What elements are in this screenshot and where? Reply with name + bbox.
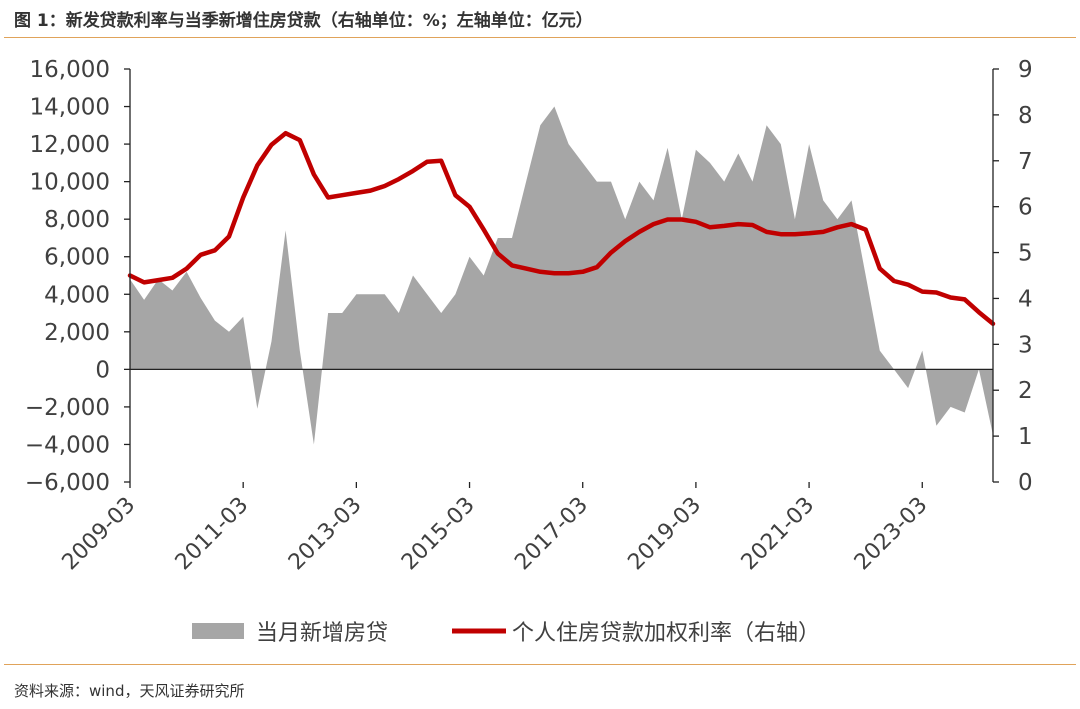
x-axis-tick-label: 2013-03 <box>284 493 367 576</box>
footer-divider <box>4 664 1076 665</box>
left-axis-tick-label: 8,000 <box>44 207 110 233</box>
line-layer <box>127 130 996 326</box>
area-series-new-mortgage <box>130 106 993 445</box>
source-note: 资料来源：wind，天风证券研究所 <box>14 682 245 700</box>
left-axis-tick-label: 14,000 <box>30 95 110 121</box>
right-axis-tick-label: 1 <box>1018 424 1033 450</box>
left-axis-tick-label: −4,000 <box>25 432 110 458</box>
legend-label-line: 个人住房贷款加权利率（右轴） <box>512 621 820 646</box>
left-axis-tick-label: 0 <box>95 357 110 383</box>
x-axis-tick-label: 2011-03 <box>171 493 254 576</box>
x-axis-tick-label: 2015-03 <box>397 493 480 576</box>
left-axis-tick-label: −2,000 <box>25 395 110 421</box>
legend-label-area: 当月新增房贷 <box>256 621 388 646</box>
x-axis-tick-label: 2023-03 <box>850 493 933 576</box>
left-axis-tick-label: 4,000 <box>44 282 110 308</box>
right-axis-tick-label: 3 <box>1018 332 1033 358</box>
left-axis-tick-label: 2,000 <box>44 320 110 346</box>
right-axis-tick-label: 4 <box>1018 286 1033 312</box>
left-axis-tick-label: −6,000 <box>25 470 110 496</box>
left-axis-tick-label: 12,000 <box>30 132 110 158</box>
left-axis-tick-label: 6,000 <box>44 245 110 271</box>
x-axis-tick-label: 2009-03 <box>58 493 141 576</box>
x-axis-tick-label: 2021-03 <box>737 493 820 576</box>
title-divider <box>4 37 1076 38</box>
area-layer <box>130 106 993 445</box>
right-axis-tick-label: 8 <box>1018 103 1033 129</box>
x-axis-tick-label: 2017-03 <box>510 493 593 576</box>
right-axis-tick-label: 2 <box>1018 378 1033 404</box>
line-series-mortgage-rate <box>127 130 996 326</box>
right-axis-tick-label: 0 <box>1018 470 1033 496</box>
legend: 当月新增房贷 个人住房贷款加权利率（右轴） <box>192 621 820 646</box>
left-axis-tick-label: 16,000 <box>30 57 110 83</box>
right-axis-tick-label: 6 <box>1018 195 1033 221</box>
right-axis-tick-label: 9 <box>1018 57 1033 83</box>
page-title: 图 1：新发贷款利率与当季新增住房贷款（右轴单位：%；左轴单位：亿元） <box>14 11 593 31</box>
x-axis-tick-label: 2019-03 <box>623 493 706 576</box>
chart: −6,000 −4,000 −2,000 0 2,000 4,000 6,000 8,000 1… <box>25 57 1033 646</box>
legend-swatch-area <box>192 623 244 639</box>
right-axis-tick-label: 5 <box>1018 241 1033 267</box>
right-axis-tick-label: 7 <box>1018 149 1033 175</box>
left-axis-tick-label: 10,000 <box>30 170 110 196</box>
